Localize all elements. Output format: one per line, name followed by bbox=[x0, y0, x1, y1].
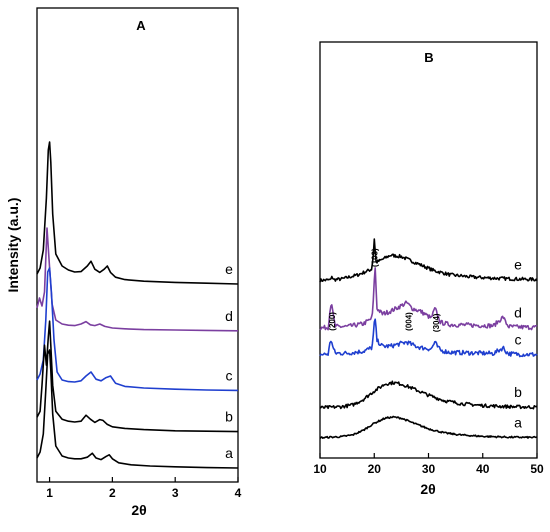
x-tick-label: 40 bbox=[476, 462, 490, 476]
panel-a-x-ticks: 1 2 3 4 bbox=[46, 477, 242, 500]
series-label-c: c bbox=[515, 332, 522, 348]
panel-a-x-axis-label: 2θ bbox=[131, 502, 146, 518]
series-line-b bbox=[319, 380, 538, 410]
series-line-e bbox=[319, 238, 538, 283]
x-tick-label: 3 bbox=[172, 486, 179, 500]
panel-b: B 2θ 10 20 30 40 50 e dc ba (200) (103) (004) (30… bbox=[313, 41, 544, 497]
panel-a: A 2θ Intensity (a.u.) 1 2 3 4 e d c b a bbox=[5, 7, 242, 518]
panel-a-frame bbox=[36, 7, 239, 483]
series-label-e: e bbox=[514, 257, 522, 273]
panel-a-series: e d c b a bbox=[36, 141, 239, 469]
x-tick-label: 50 bbox=[530, 462, 544, 476]
series-line-b bbox=[36, 320, 239, 433]
peak-annotation: (304) bbox=[432, 313, 441, 332]
series-label-b: b bbox=[514, 384, 522, 400]
series-line-a bbox=[36, 349, 239, 469]
series-line-a bbox=[319, 415, 538, 440]
panel-b-x-ticks: 10 20 30 40 50 bbox=[313, 453, 544, 476]
series-label-a: a bbox=[514, 414, 522, 430]
panel-b-annotations: (200) (103) (004) (304) bbox=[328, 248, 441, 332]
series-line-d bbox=[319, 267, 538, 331]
x-tick-label: 2 bbox=[109, 486, 116, 500]
series-line-c bbox=[36, 267, 239, 392]
peak-annotation: (103) bbox=[370, 248, 379, 267]
x-tick-label: 10 bbox=[313, 462, 327, 476]
series-label-d: d bbox=[514, 304, 522, 320]
panel-b-x-axis-label: 2θ bbox=[420, 481, 435, 497]
peak-annotation: (200) bbox=[328, 312, 337, 331]
panel-a-label: A bbox=[136, 18, 146, 33]
series-line-d bbox=[36, 227, 239, 332]
series-line-c bbox=[319, 318, 538, 358]
series-label-e: e bbox=[225, 261, 233, 277]
panel-b-label: B bbox=[424, 50, 433, 65]
x-tick-label: 1 bbox=[46, 486, 53, 500]
x-tick-label: 20 bbox=[368, 462, 382, 476]
series-label-a: a bbox=[225, 445, 233, 461]
x-tick-label: 30 bbox=[422, 462, 436, 476]
x-tick-label: 4 bbox=[235, 486, 242, 500]
peak-annotation: (004) bbox=[404, 312, 413, 331]
series-label-c: c bbox=[226, 367, 233, 383]
panel-b-series: e dc ba bbox=[319, 238, 538, 440]
panel-a-y-axis-label: Intensity (a.u.) bbox=[5, 198, 21, 293]
series-label-b: b bbox=[225, 409, 233, 425]
series-line-e bbox=[36, 141, 239, 285]
series-label-d: d bbox=[225, 308, 233, 324]
